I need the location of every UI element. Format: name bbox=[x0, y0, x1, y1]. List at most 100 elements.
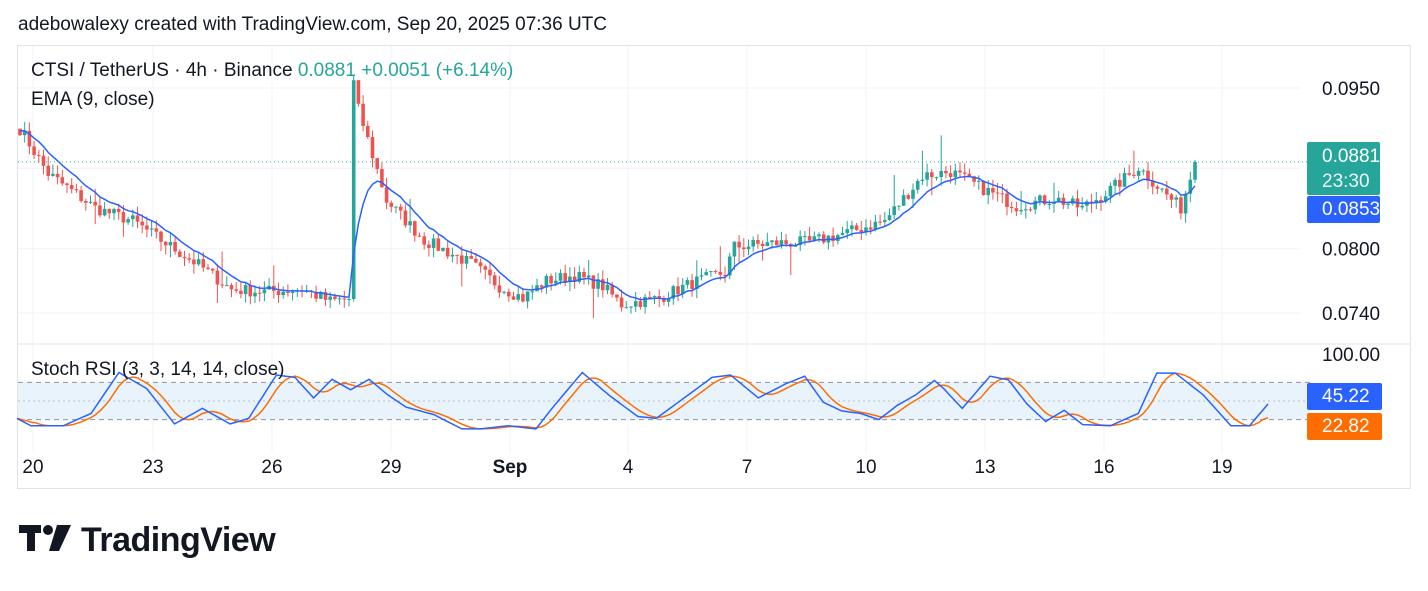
candle-body bbox=[962, 172, 967, 174]
candle-body bbox=[1108, 185, 1113, 197]
candle-body bbox=[657, 296, 661, 299]
time-axis-label: 7 bbox=[742, 457, 753, 478]
candle-body bbox=[262, 289, 267, 294]
candle-body bbox=[601, 279, 605, 291]
candle-body bbox=[1188, 179, 1193, 194]
candle-body bbox=[699, 275, 704, 277]
candle-body bbox=[182, 256, 187, 259]
candle-body bbox=[1183, 193, 1188, 214]
candle-body bbox=[333, 296, 337, 299]
candle-body bbox=[187, 258, 191, 260]
time-axis-label: 20 bbox=[22, 457, 43, 478]
brand-name: TradingView bbox=[81, 520, 276, 559]
candle-body bbox=[812, 236, 817, 241]
candle-body bbox=[102, 208, 107, 216]
candle-body bbox=[1042, 195, 1047, 205]
candle-body bbox=[864, 227, 868, 233]
candle-body bbox=[168, 241, 173, 246]
candle-body bbox=[915, 180, 920, 190]
candle-body bbox=[690, 280, 694, 289]
candle-body bbox=[398, 206, 403, 211]
candle-body bbox=[1141, 170, 1146, 172]
candle-body bbox=[850, 225, 854, 230]
candle-body bbox=[1094, 199, 1099, 204]
candle-body bbox=[615, 294, 619, 298]
candle-body bbox=[1193, 161, 1197, 180]
candle-body bbox=[1024, 209, 1028, 211]
candle-body bbox=[897, 205, 901, 207]
candle-body bbox=[709, 271, 713, 273]
countdown-badge-value: 23:30 bbox=[1322, 171, 1370, 192]
candle-body bbox=[737, 241, 741, 248]
candle-body bbox=[591, 275, 596, 289]
candle-body bbox=[676, 286, 680, 295]
candle-body bbox=[1103, 196, 1108, 202]
candle-body bbox=[126, 219, 130, 223]
candle-body bbox=[525, 291, 530, 302]
candle-body bbox=[911, 189, 915, 199]
candle-body bbox=[784, 240, 788, 244]
candle-body bbox=[32, 146, 36, 155]
candle-body bbox=[243, 285, 248, 294]
candle-body bbox=[225, 285, 229, 287]
candle-body bbox=[798, 236, 802, 246]
candle-body bbox=[1146, 170, 1150, 181]
candle-body bbox=[422, 236, 426, 245]
candle-body bbox=[403, 210, 408, 226]
tradingview-brand[interactable]: TradingView bbox=[19, 520, 276, 560]
chart-frame[interactable] bbox=[17, 45, 1411, 489]
candle-body bbox=[135, 215, 140, 222]
candle-body bbox=[337, 298, 342, 300]
candle-body bbox=[74, 189, 79, 191]
candle-body bbox=[939, 170, 943, 178]
candle-body bbox=[328, 296, 332, 300]
candle-body bbox=[22, 130, 27, 136]
candle-body bbox=[544, 275, 549, 288]
candle-body bbox=[953, 170, 958, 178]
candle-body bbox=[281, 291, 285, 296]
candle-body bbox=[55, 173, 60, 178]
candle-body bbox=[478, 262, 483, 267]
candle-body bbox=[502, 291, 506, 293]
candle-body bbox=[314, 291, 318, 299]
candle-body bbox=[469, 255, 473, 259]
candle-body bbox=[713, 271, 718, 273]
candle-body bbox=[666, 298, 671, 302]
candle-body bbox=[450, 254, 455, 257]
candle-body bbox=[854, 225, 859, 230]
candle-body bbox=[619, 297, 624, 308]
candle-body bbox=[1033, 200, 1037, 210]
time-axis-label: 23 bbox=[142, 457, 163, 478]
candle-body bbox=[732, 241, 737, 257]
candle-body bbox=[521, 294, 525, 302]
candle-body bbox=[883, 220, 887, 223]
stoch-axis-label: 100.00 bbox=[1322, 345, 1380, 366]
candle-body bbox=[1056, 197, 1061, 203]
candle-body bbox=[206, 267, 210, 269]
time-axis-label: 13 bbox=[974, 457, 995, 478]
candle-body bbox=[568, 276, 572, 283]
last-price-label: 0.0881 bbox=[297, 60, 356, 81]
candle-body bbox=[93, 201, 97, 206]
candle-body bbox=[605, 284, 610, 291]
axes: 0.0950 0.0800 0.0740 100.00 20 23 26 29 Sep 4 7 10 1… bbox=[22, 79, 1380, 478]
candle-body bbox=[1066, 203, 1070, 205]
candle-body bbox=[366, 125, 370, 138]
stoch-k-line bbox=[16, 371, 1269, 430]
last-price-badge-value: 0.0881 bbox=[1322, 146, 1381, 167]
candle-body bbox=[145, 225, 149, 230]
stoch-d-line bbox=[16, 372, 1269, 430]
candle-body bbox=[1038, 195, 1042, 201]
candle-body bbox=[384, 187, 389, 203]
candle-body bbox=[408, 221, 412, 226]
candle-body bbox=[1000, 193, 1005, 195]
candle-body bbox=[1160, 188, 1164, 190]
candle-body bbox=[201, 259, 206, 268]
candle-body bbox=[413, 221, 417, 236]
candle-body bbox=[483, 266, 488, 270]
candle-body bbox=[643, 296, 647, 307]
symbol-legend: CTSI / TetherUS · 4h · Binance 0.0881 +0… bbox=[31, 60, 513, 82]
candle-body bbox=[507, 291, 511, 297]
candle-body bbox=[60, 177, 65, 184]
